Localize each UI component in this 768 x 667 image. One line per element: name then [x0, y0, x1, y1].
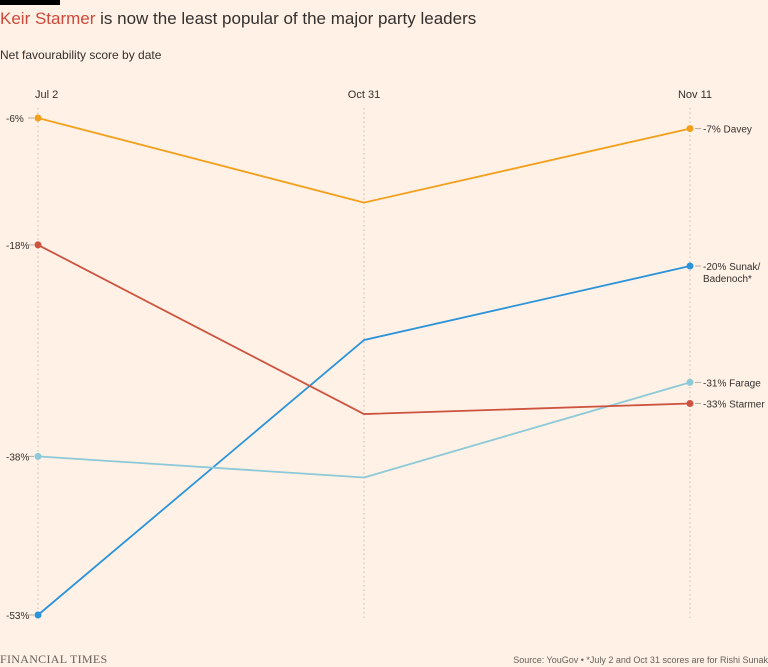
series-line-sunak-badenoch: [37, 265, 691, 616]
x-tick-label-2: Nov 11: [678, 89, 712, 101]
y-tick-label-2: -38%: [6, 452, 29, 463]
x-tick-label-0: Jul 2: [35, 89, 58, 101]
chart-title: Keir Starmer is now the least popular of…: [0, 8, 476, 30]
end-point-davey: [686, 125, 694, 133]
start-point-farage: [34, 452, 42, 460]
y-tick-label-3: -53%: [6, 611, 29, 622]
series-line-farage: [37, 381, 691, 479]
title-rest: is now the least popular of the major pa…: [95, 9, 477, 28]
series-line-davey: [37, 117, 691, 204]
start-point-sunak-badenoch: [34, 611, 42, 619]
x-tick-label-1: Oct 31: [348, 89, 380, 101]
end-label-sunak-badenoch-1: Badenoch*: [703, 274, 752, 285]
end-label-davey-0: -7% Davey: [703, 125, 752, 136]
series-line-starmer: [37, 244, 691, 415]
end-point-sunak-badenoch: [686, 262, 694, 270]
start-point-davey: [34, 114, 42, 122]
y-tick-label-1: -18%: [6, 241, 29, 252]
end-label-sunak-badenoch-0: -20% Sunak/: [703, 262, 760, 273]
ft-logo: FINANCIAL TIMES: [0, 652, 108, 666]
end-label-starmer-0: -33% Starmer: [703, 400, 765, 411]
end-label-farage-0: -31% Farage: [703, 378, 761, 389]
y-tick-label-0: -6%: [6, 114, 24, 125]
end-point-farage: [686, 378, 694, 386]
brand-bar: [0, 0, 60, 5]
end-point-starmer: [686, 400, 694, 408]
source-note: Source: YouGov • *July 2 and Oct 31 scor…: [513, 655, 768, 665]
start-point-starmer: [34, 241, 42, 249]
chart-subtitle: Net favourability score by date: [0, 48, 162, 62]
title-highlight: Keir Starmer: [0, 9, 96, 28]
